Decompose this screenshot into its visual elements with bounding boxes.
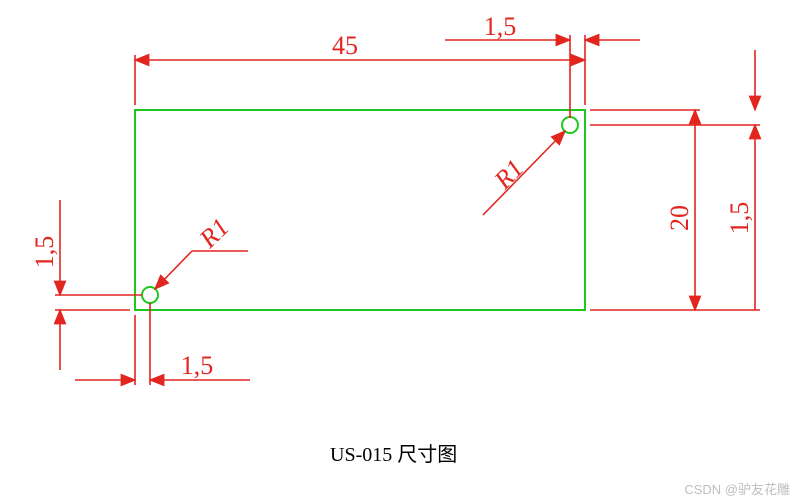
drawing-svg: 45 1,5 20 1,5 1,5 1,5 R1 R1 <box>0 0 800 504</box>
dim-r1-bl: R1 <box>193 212 235 254</box>
dim-left-offset: 1,5 <box>30 236 59 269</box>
watermark: CSDN @驴友花雕 <box>684 479 790 498</box>
part-outline <box>135 110 585 310</box>
caption: US-015 尺寸图 <box>330 438 457 467</box>
dim-right-offset: 1,5 <box>725 202 754 235</box>
dim-top-offset: 1,5 <box>484 12 517 41</box>
dim-width-45: 45 <box>332 31 358 60</box>
dim-r1-tr: R1 <box>488 154 530 196</box>
dim-height-20: 20 <box>665 205 694 231</box>
dim-bottom-offset: 1,5 <box>181 351 214 380</box>
drawing-canvas: 45 1,5 20 1,5 1,5 1,5 R1 R1 US-015 尺寸图 C… <box>0 0 800 504</box>
